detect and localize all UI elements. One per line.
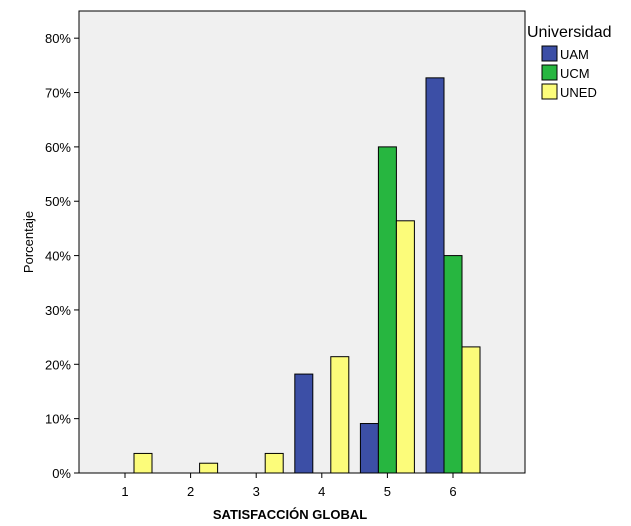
x-tick-label: 2 xyxy=(187,484,194,499)
legend-swatch-uned xyxy=(541,83,558,100)
y-tick-label: 20% xyxy=(45,357,71,372)
y-tick-label: 30% xyxy=(45,303,71,318)
bar-uned-2 xyxy=(199,462,219,474)
legend: Universidad UAM UCM UNED xyxy=(527,24,611,100)
y-axis: 0% 10% 20% 30% 40% 50% 60% 70% 80% xyxy=(45,31,79,481)
bar-uned-4 xyxy=(330,356,350,474)
y-tick-label: 50% xyxy=(45,194,71,209)
legend-label-uam: UAM xyxy=(560,47,589,62)
y-tick-label: 70% xyxy=(45,86,71,101)
bar-uam-5 xyxy=(359,423,379,474)
legend-swatch-uam xyxy=(541,45,558,62)
bar-ucm-6 xyxy=(443,255,463,474)
y-tick-label: 40% xyxy=(45,249,71,264)
x-tick-label: 1 xyxy=(121,484,128,499)
x-tick-label: 6 xyxy=(449,484,456,499)
y-axis-title: Porcentaje xyxy=(21,211,36,273)
bar-uned-1 xyxy=(133,452,153,474)
bar-uned-6 xyxy=(461,346,481,474)
legend-label-uned: UNED xyxy=(560,85,597,100)
x-tick-label: 3 xyxy=(253,484,260,499)
bars-group xyxy=(133,77,481,474)
bar-uam-6 xyxy=(425,77,445,474)
x-tick-label: 5 xyxy=(384,484,391,499)
legend-label-ucm: UCM xyxy=(560,66,590,81)
x-tick-label: 4 xyxy=(318,484,325,499)
x-axis: 1 2 3 4 5 6 xyxy=(121,473,457,499)
y-tick-label: 10% xyxy=(45,412,71,427)
bar-uned-3 xyxy=(264,452,284,474)
y-tick-label: 60% xyxy=(45,140,71,155)
y-tick-label: 0% xyxy=(52,466,71,481)
bar-uned-5 xyxy=(395,220,415,474)
bar-ucm-5 xyxy=(377,146,397,474)
y-tick-label: 80% xyxy=(45,31,71,46)
legend-title: Universidad xyxy=(527,24,611,41)
legend-swatch-ucm xyxy=(541,64,558,81)
bar-uam-4 xyxy=(294,373,314,474)
x-axis-title: SATISFACCIÓN GLOBAL xyxy=(213,507,367,522)
